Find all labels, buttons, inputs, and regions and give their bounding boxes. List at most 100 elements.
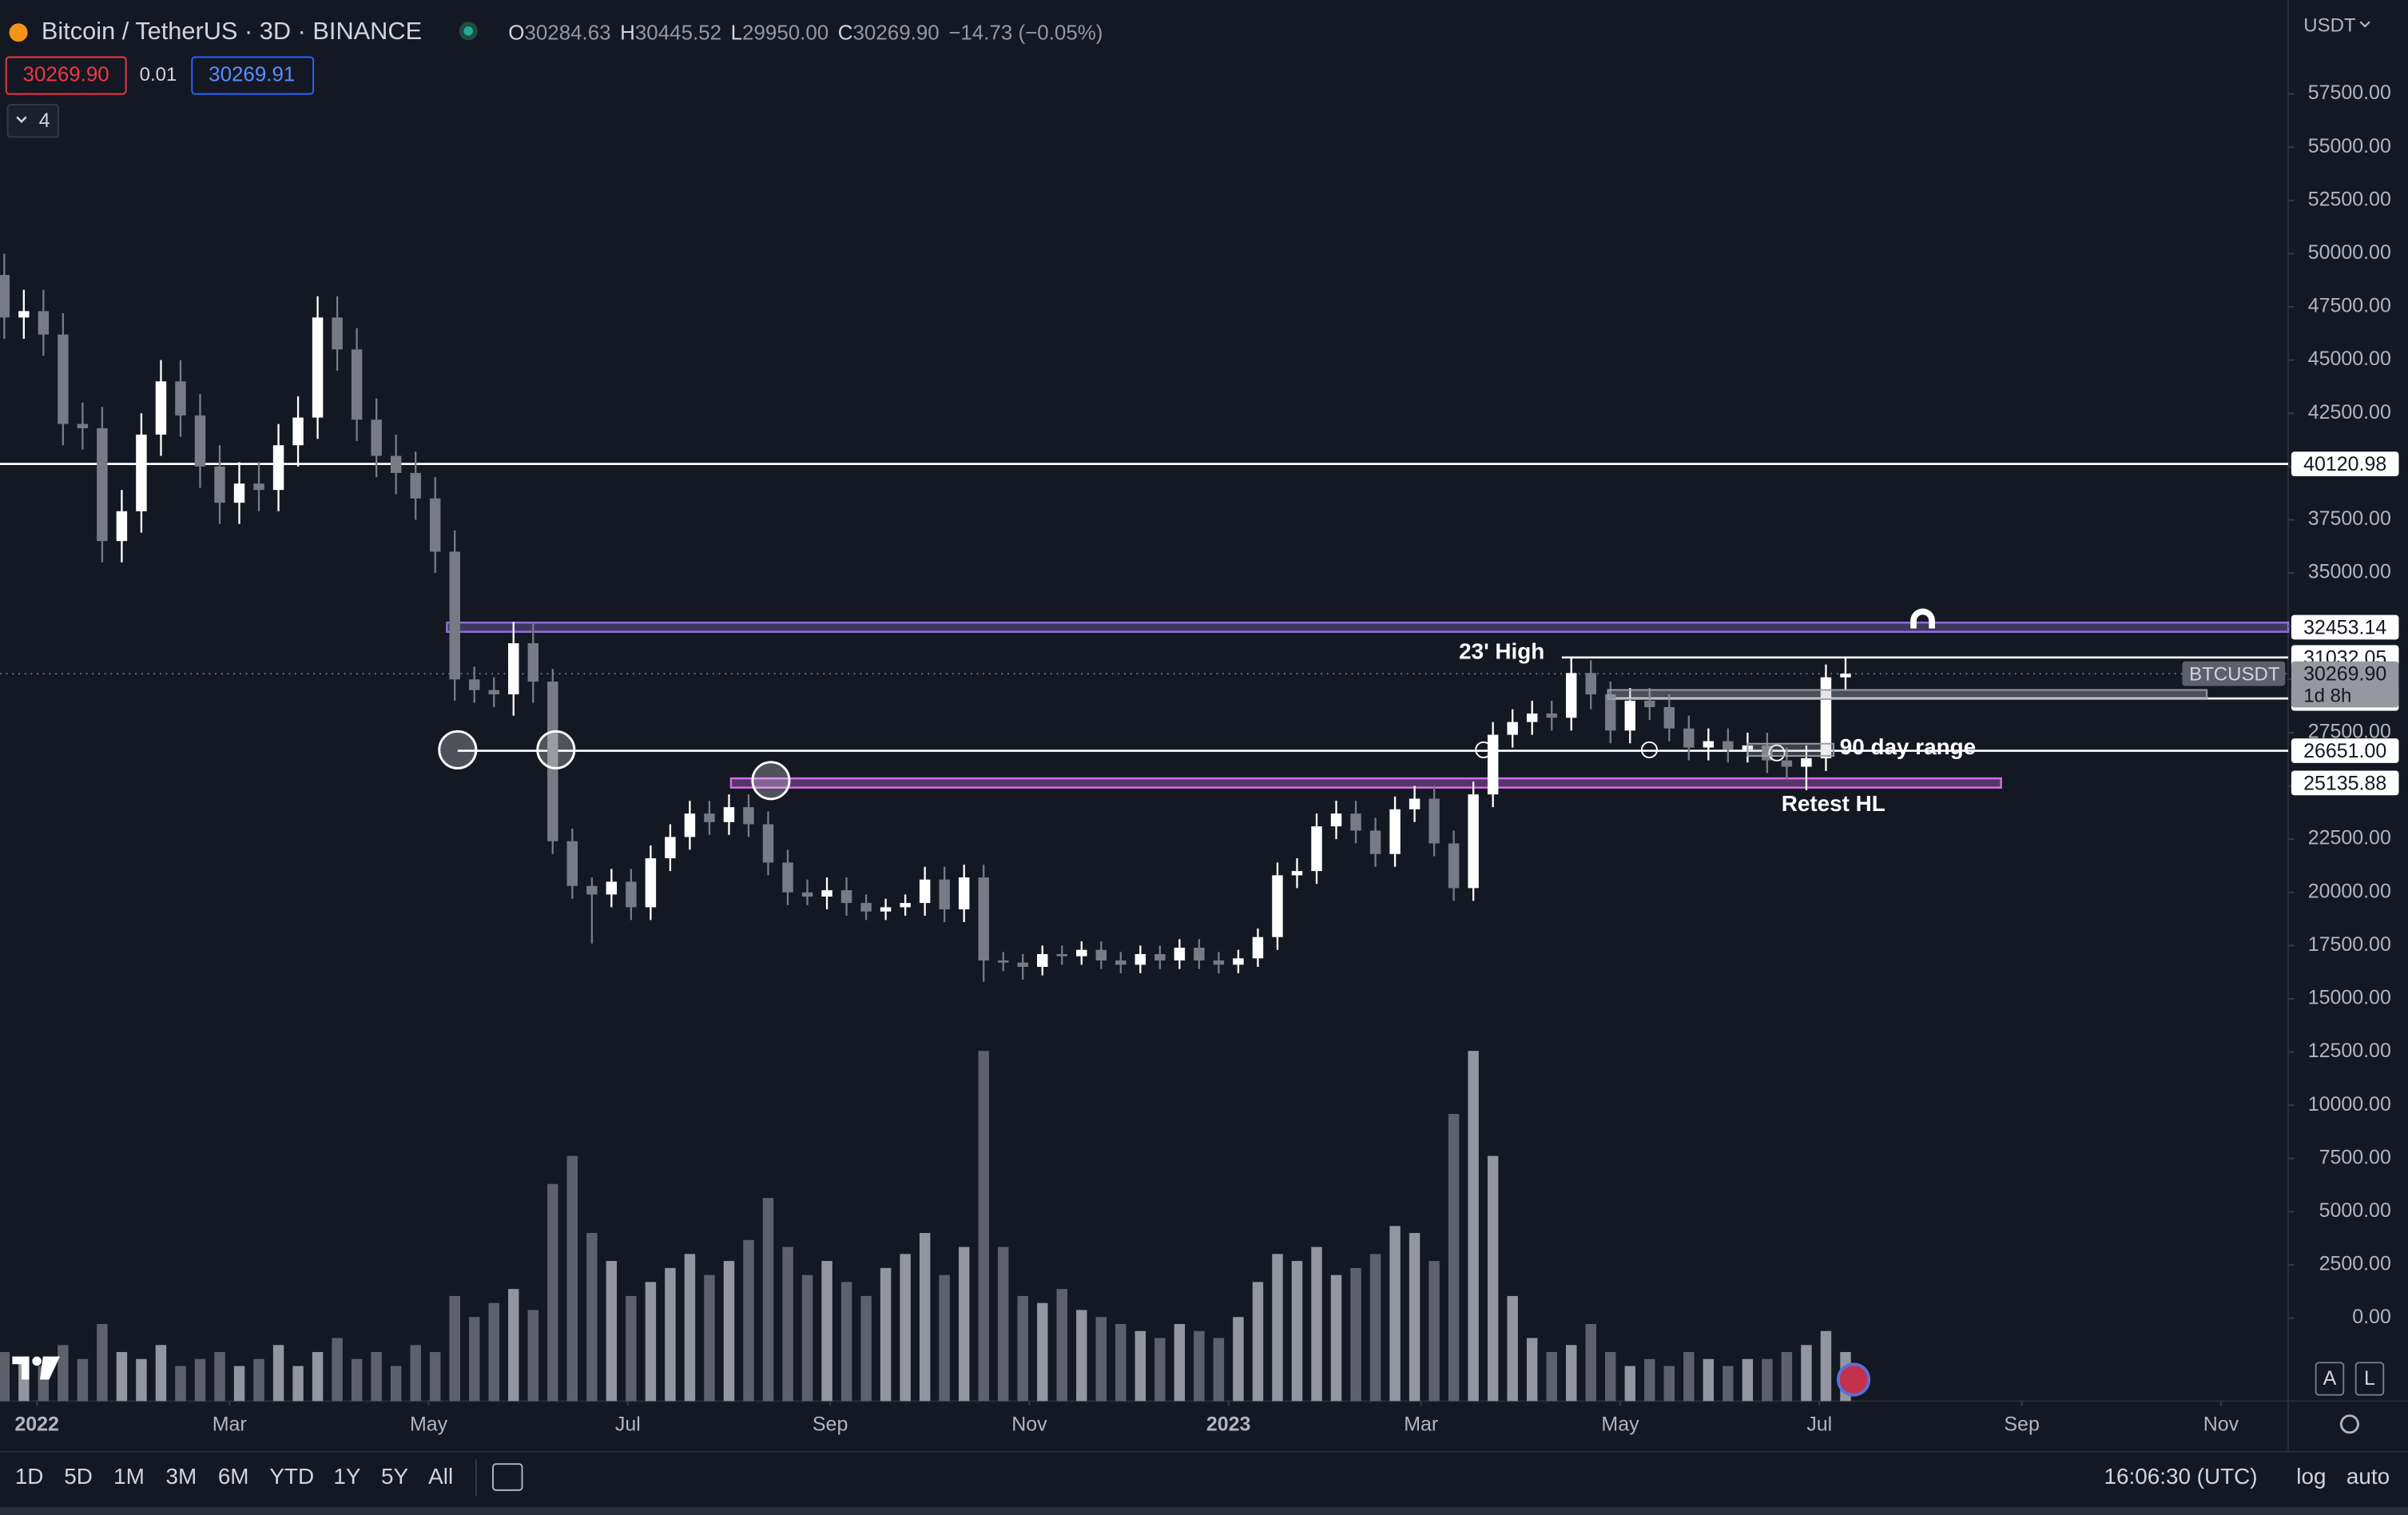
volume-bar [1742,1358,1754,1402]
candle-body [1801,758,1812,767]
candle-body [253,483,264,491]
level-band [729,777,2002,789]
candle-body [958,877,970,910]
candle-body [1369,830,1381,854]
auto-toggle[interactable]: auto [2346,1464,2390,1489]
level-label-box [2291,614,2399,640]
indicator-count[interactable]: 4 [39,109,50,132]
candle-body [978,877,989,961]
volume-bar [1409,1233,1421,1402]
volume-bar [272,1345,284,1402]
volume-bar [136,1358,147,1402]
candle-body [1585,673,1596,694]
volume-bar [1448,1114,1460,1402]
candle-body [292,417,304,446]
range-button[interactable]: All [428,1464,453,1489]
indicators-toggle[interactable] [6,104,60,138]
volume-bar [488,1302,499,1402]
volume-bar [547,1183,558,1402]
candle-body [233,483,245,503]
y-tick-label: 37500.00 [2308,507,2391,530]
x-tick-label: Mar [213,1414,247,1436]
symbol-tag-box [2182,661,2286,686]
volume-bar [566,1155,578,1402]
auto-button[interactable] [2315,1362,2345,1396]
ohlc-key: C [838,22,853,45]
log-scale[interactable]: L [2364,1367,2375,1390]
range-button[interactable]: YTD [269,1464,314,1489]
candle-body [860,903,872,912]
volume-bar [900,1254,911,1402]
volume-bar [1507,1295,1518,1402]
x-tick-label: May [1601,1414,1639,1436]
candle-body [97,427,108,542]
volume-bar [58,1345,69,1402]
candle-body [1683,728,1695,748]
volume-bar [1252,1282,1264,1402]
volume-bar [626,1295,637,1402]
range-button[interactable]: 1D [15,1464,44,1489]
range-button[interactable]: 3M [165,1464,197,1489]
flag-icon [1836,1362,1871,1397]
range-button[interactable]: 5Y [381,1464,408,1489]
candle-body [0,275,10,318]
clock[interactable]: 16:06:30 (UTC) [2104,1464,2258,1489]
candle-body [58,334,69,424]
volume-bar [1095,1317,1107,1402]
ohlc-key: L [731,22,742,45]
candle-body [1487,734,1499,795]
date-range-icon[interactable] [492,1463,523,1491]
candle-body [1134,954,1146,965]
candle-body [1076,949,1087,956]
volume-bar [1389,1226,1401,1402]
buy-button[interactable] [191,56,315,95]
candle-body [1723,741,1734,750]
buy-price[interactable]: 30269.91 [209,63,295,85]
volume-bar [332,1338,343,1402]
y-tick-label: 12500.00 [2308,1040,2391,1062]
candle-body [1233,958,1244,965]
currency[interactable]: USDT [2303,14,2356,36]
candle-body [919,879,931,904]
candle-body [1017,962,1028,968]
y-tick-label: 50000.00 [2308,241,2391,264]
candle-body [488,690,499,694]
volume-bar [253,1358,264,1402]
candle-body [18,311,30,318]
candle-body [1565,673,1577,718]
candle-body [1624,700,1636,731]
candle-body [1703,741,1715,748]
ohlc-key: H [620,22,635,45]
candle-body [704,813,715,822]
candle-body [1056,954,1067,956]
y-tick-label: 22500.00 [2308,827,2391,849]
ohlc-value: 30284.63 [524,22,610,45]
candle-body [410,472,421,499]
coin-icon [9,23,28,42]
auto-scale[interactable]: A [2323,1367,2337,1390]
range-button[interactable]: 5D [64,1464,93,1489]
volume-bar [840,1282,852,1402]
volume-bar [978,1051,989,1402]
candle-body [390,455,402,473]
volume-bar [449,1295,460,1402]
settings-icon[interactable] [2339,1414,2359,1434]
candle-body [449,551,460,680]
sell-button[interactable] [5,56,127,95]
range-button[interactable]: 1M [113,1464,145,1489]
change: −14.73 (−0.05%) [948,22,1103,45]
volume-bar [1546,1352,1557,1402]
sell-price[interactable]: 30269.90 [23,63,109,85]
log-button[interactable] [2354,1362,2385,1396]
volume-bar [116,1352,128,1402]
volume-bar [1703,1358,1715,1402]
y-tick-label: 17500.00 [2308,933,2391,956]
range-button[interactable]: 1Y [333,1464,360,1489]
volume-bar [1624,1366,1636,1402]
log-toggle[interactable]: log [2296,1464,2326,1489]
candle-body [840,890,852,904]
volume-bar [1154,1338,1166,1402]
y-tick-label: 42500.00 [2308,401,2391,423]
range-button[interactable]: 6M [218,1464,249,1489]
volume-bar [233,1366,245,1402]
